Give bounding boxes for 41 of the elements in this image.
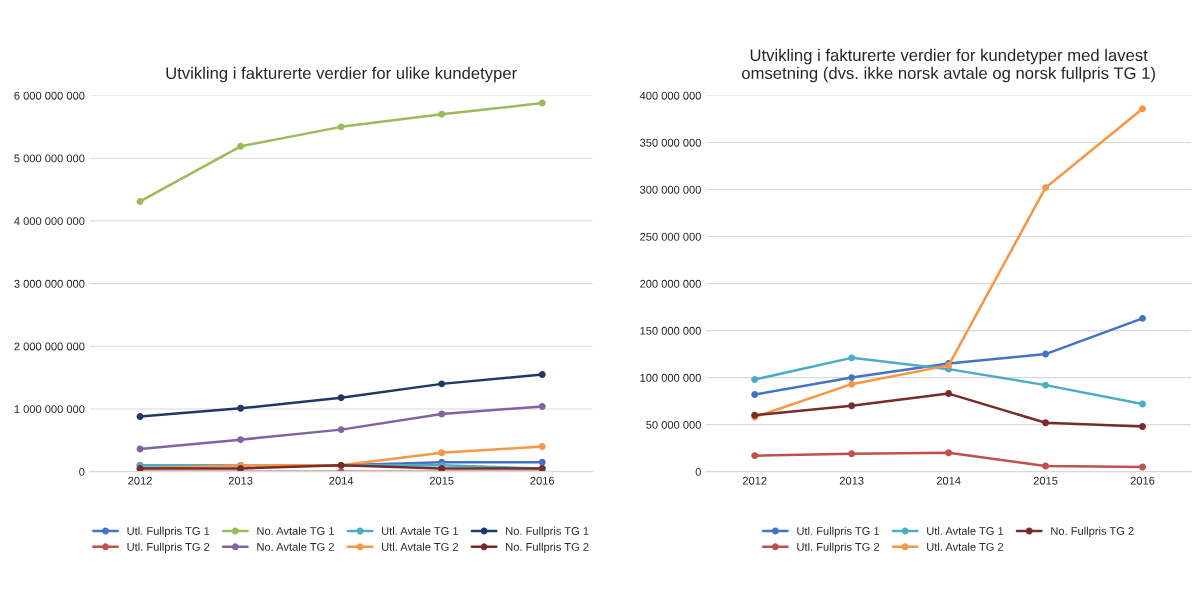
y-tick-label: 3 000 000 000	[14, 279, 85, 288]
y-tick-label: 6 000 000 000	[14, 91, 85, 100]
y-tick-label: 350 000 000	[640, 138, 701, 147]
x-tick-label: 2013	[839, 476, 864, 485]
x-tick-label: 2016	[530, 476, 555, 485]
legend-label: Utl. Avtale TG 2	[927, 542, 1004, 551]
y-tick-label: 4 000 000 000	[14, 217, 85, 226]
x-tick-label: 2012	[128, 476, 152, 485]
y-tick-label: 100 000 000	[640, 373, 701, 382]
y-tick-label: 250 000 000	[640, 232, 701, 241]
y-tick-label: 150 000 000	[640, 326, 701, 335]
y-tick-label: 200 000 000	[640, 279, 701, 288]
x-tick-label: 2015	[1033, 476, 1058, 485]
legend-label: No. Fullpris TG 2	[506, 542, 589, 554]
legend-label: Utl. Avtale TG 2	[382, 542, 459, 551]
y-tick-label: 50 000 000	[646, 420, 701, 429]
legend-label: Utl. Fullpris TG 2	[127, 542, 210, 554]
legend-label: Utl. Fullpris TG 1	[797, 526, 880, 538]
y-tick-label: 0	[79, 467, 85, 476]
legend-label: No. Fullpris TG 1	[506, 526, 589, 538]
legend-label: Utl. Avtale TG 1	[382, 526, 459, 535]
legend-label: Utl. Avtale TG 1	[927, 526, 1004, 535]
legend-label: No. Avtale TG 1	[257, 526, 334, 535]
chart-title: Utvikling i fakturerte verdier for ulike kundetyper	[166, 66, 517, 83]
y-tick-label: 0	[695, 467, 701, 476]
x-tick-label: 2014	[936, 476, 961, 485]
y-tick-label: 2 000 000 000	[14, 342, 85, 351]
legend-label: Utl. Fullpris TG 2	[797, 542, 880, 554]
y-tick-label: 300 000 000	[640, 185, 701, 194]
y-tick-label: 5 000 000 000	[14, 154, 85, 163]
x-tick-label: 2014	[329, 476, 354, 485]
x-tick-label: 2013	[228, 476, 253, 485]
legend-label: No. Fullpris TG 2	[1051, 526, 1134, 538]
y-tick-label: 1 000 000 000	[14, 405, 85, 414]
y-tick-label: 400 000 000	[639, 91, 701, 100]
legend-label: No. Avtale TG 2	[257, 542, 334, 551]
legend-label: Utl. Fullpris TG 1	[127, 526, 210, 538]
x-tick-label: 2012	[742, 476, 767, 485]
x-tick-label: 2015	[429, 476, 454, 485]
x-tick-label: 2016	[1130, 476, 1155, 485]
chart-title: Utvikling i fakturerte verdier for kundetyper med lavest omsetning (dvs. ikke norsk avtale og norsk fullpris TG 1)	[741, 48, 1155, 83]
